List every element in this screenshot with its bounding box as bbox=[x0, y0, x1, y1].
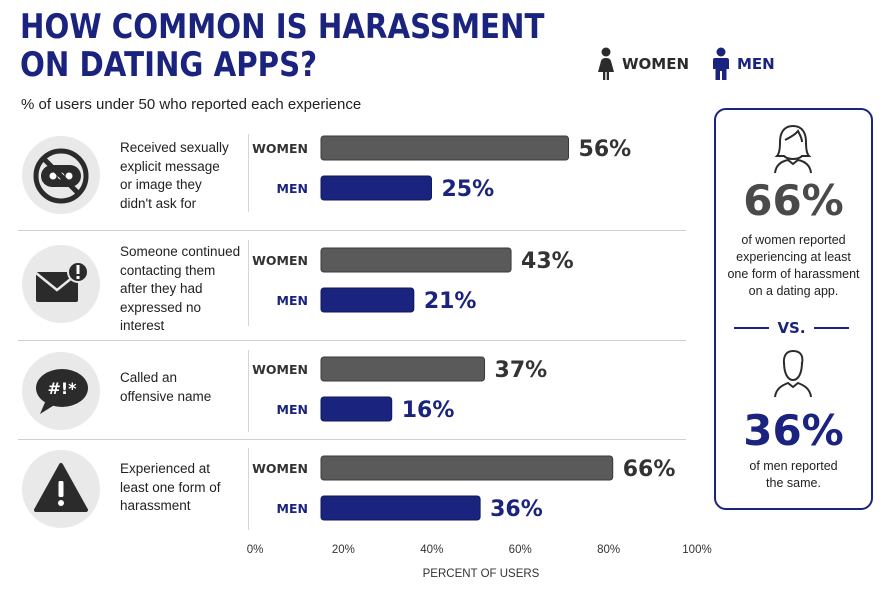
legend-men-label: MEN bbox=[737, 55, 775, 73]
category-label-line: after they had bbox=[120, 281, 203, 296]
category-icon-circle: #!* bbox=[22, 352, 100, 430]
callout-text-line: of women reported bbox=[741, 233, 846, 247]
vs-line-right bbox=[813, 327, 849, 329]
envelope-alert-icon bbox=[35, 261, 89, 302]
x-axis-label: PERCENT OF USERS bbox=[423, 568, 540, 580]
category-label-line: Called an bbox=[120, 370, 178, 385]
category-label: Received sexually explicit message or im… bbox=[120, 139, 242, 213]
man-outline-icon bbox=[774, 349, 812, 398]
callout-text-line: the same. bbox=[766, 476, 821, 490]
bar-women bbox=[320, 247, 512, 273]
warning-icon bbox=[34, 463, 88, 512]
no-message-icon bbox=[33, 148, 89, 204]
svg-text:#!*: #!* bbox=[47, 379, 77, 398]
section-divider bbox=[248, 448, 249, 530]
bar-men bbox=[320, 287, 415, 313]
callout-text-line: on a dating app. bbox=[748, 284, 839, 298]
bar-series-label: WOMEN bbox=[252, 461, 308, 476]
bar-series-label: MEN bbox=[277, 293, 308, 308]
bar-men bbox=[320, 396, 393, 422]
data-label: 36% bbox=[490, 497, 543, 522]
category-label-line: least one form of bbox=[120, 479, 221, 495]
category-label-line: Received sexually bbox=[120, 140, 229, 155]
category-label-line: Experienced at bbox=[120, 461, 211, 476]
vs-divider: VS. bbox=[734, 319, 849, 337]
vs-line-left bbox=[734, 327, 770, 329]
row-divider bbox=[18, 439, 686, 440]
bar-men bbox=[320, 495, 481, 521]
bar-series-label: WOMEN bbox=[252, 362, 308, 377]
man-icon bbox=[713, 47, 729, 80]
data-label: 16% bbox=[402, 398, 455, 423]
category-label-line: harassment bbox=[120, 498, 191, 513]
woman-icon bbox=[598, 47, 614, 80]
row-divider bbox=[18, 340, 686, 341]
data-label: 56% bbox=[579, 137, 632, 162]
category-label-line: contacting them bbox=[120, 262, 216, 278]
category-label-line: expressed no bbox=[120, 299, 202, 315]
category-icon-circle bbox=[22, 450, 100, 528]
legend-women: WOMEN bbox=[596, 46, 689, 82]
category-label-line: or image they bbox=[120, 177, 202, 192]
callout-box: 66% of women reported experiencing at le… bbox=[714, 108, 873, 510]
woman-outline-icon bbox=[774, 124, 812, 174]
data-label: 43% bbox=[521, 249, 574, 274]
women-callout-text: of women reported experiencing at least … bbox=[716, 232, 871, 300]
callout-text-line: of men reported bbox=[749, 459, 838, 473]
data-label: 21% bbox=[424, 289, 477, 314]
section-divider bbox=[248, 240, 249, 326]
swear-bubble-icon: #!* bbox=[36, 369, 88, 414]
callout-text-line: experiencing at least bbox=[736, 250, 851, 264]
bar-series-label: MEN bbox=[277, 181, 308, 196]
men-callout-value: 36% bbox=[743, 406, 844, 455]
category-label-line: explicit message bbox=[120, 158, 220, 174]
category-label: Experienced at least one form of harassm… bbox=[120, 460, 242, 516]
women-callout-value: 66% bbox=[743, 176, 844, 225]
category-label: Someone continued contacting them after … bbox=[120, 243, 242, 336]
bar-women bbox=[320, 356, 486, 382]
vs-label: VS. bbox=[777, 319, 806, 337]
x-tick-label: 20% bbox=[332, 544, 355, 556]
title-line-1: HOW COMMON IS HARASSMENT bbox=[20, 7, 545, 47]
section-divider bbox=[248, 350, 249, 432]
bar-women bbox=[320, 455, 614, 481]
x-tick-label: 40% bbox=[420, 544, 443, 556]
bar-women bbox=[320, 135, 570, 161]
data-label: 66% bbox=[623, 457, 676, 482]
category-label-line: interest bbox=[120, 318, 165, 333]
subtitle: % of users under 50 who reported each ex… bbox=[21, 96, 362, 113]
x-tick-label: 60% bbox=[509, 544, 532, 556]
bar-series-label: WOMEN bbox=[252, 253, 308, 268]
category-icon-circle bbox=[22, 136, 100, 214]
data-label: 25% bbox=[442, 177, 495, 202]
bar-series-label: WOMEN bbox=[252, 141, 308, 156]
title-line-2: ON DATING APPS? bbox=[20, 45, 318, 85]
bar-series-label: MEN bbox=[277, 501, 308, 516]
x-tick-label: 100% bbox=[682, 544, 711, 556]
bar-men bbox=[320, 175, 432, 201]
data-label: 37% bbox=[495, 358, 548, 383]
row-divider bbox=[18, 230, 686, 231]
bar-series-label: MEN bbox=[277, 402, 308, 417]
category-label: Called an offensive name bbox=[120, 369, 242, 406]
category-label-line: didn't ask for bbox=[120, 195, 197, 211]
legend-men: MEN bbox=[711, 46, 775, 82]
section-divider bbox=[248, 134, 249, 212]
x-tick-label: 80% bbox=[597, 544, 620, 556]
x-tick-label: 0% bbox=[247, 544, 264, 556]
men-callout-text: of men reported the same. bbox=[716, 458, 871, 492]
callout-text-line: one form of harassment bbox=[727, 267, 860, 281]
category-label-line: Someone continued bbox=[120, 244, 241, 259]
category-icon-circle bbox=[22, 245, 100, 323]
page-title: HOW COMMON IS HARASSMENT ON DATING APPS? bbox=[20, 8, 544, 84]
legend-women-label: WOMEN bbox=[622, 55, 690, 73]
category-label-line: offensive name bbox=[120, 388, 212, 404]
